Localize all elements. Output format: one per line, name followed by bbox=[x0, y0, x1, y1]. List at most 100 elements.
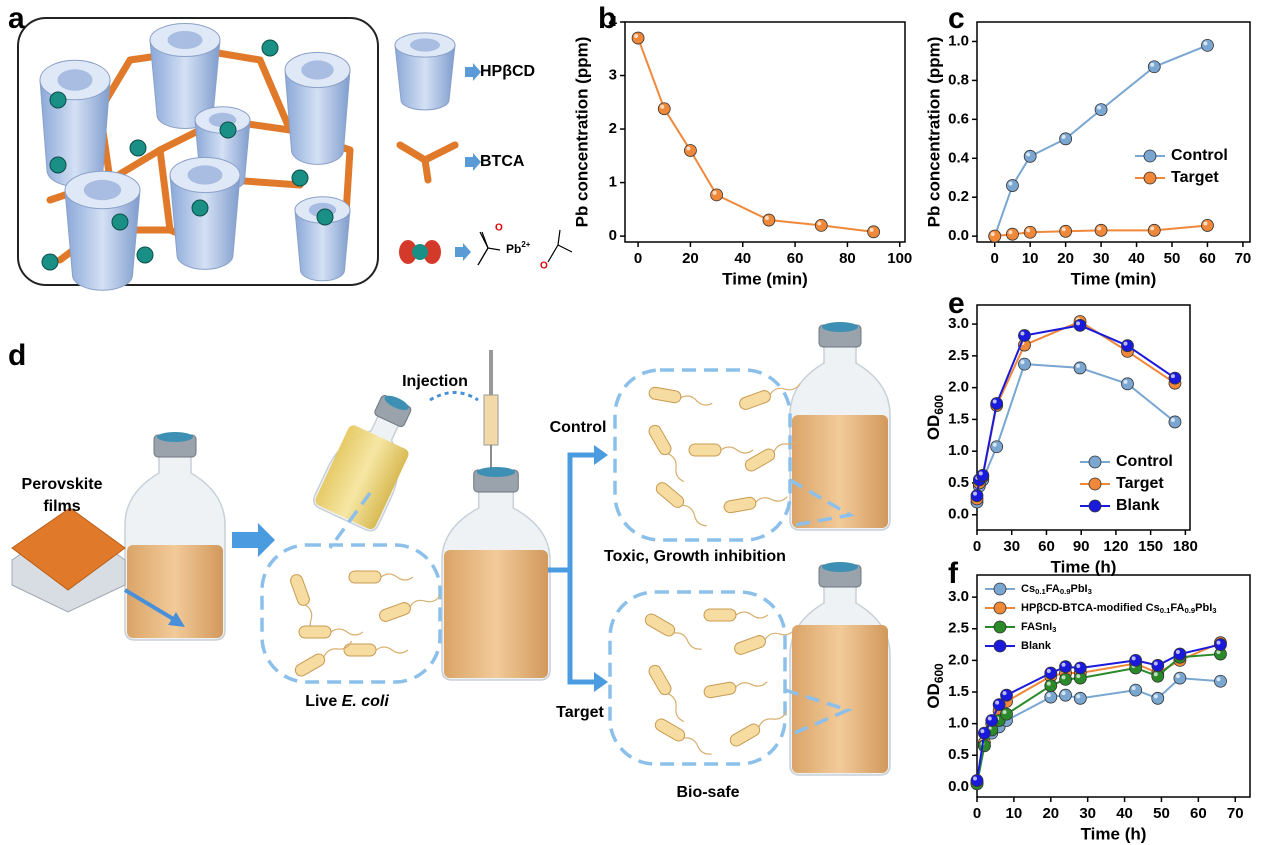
x-tick-label: 10 bbox=[1022, 250, 1039, 267]
cell bbox=[703, 608, 737, 622]
data-point bbox=[1151, 669, 1165, 683]
x-tick-label: 20 bbox=[1042, 805, 1059, 822]
flagellum bbox=[769, 383, 801, 395]
data-point bbox=[990, 397, 1004, 410]
legend-marker bbox=[1143, 149, 1157, 163]
data-point bbox=[988, 229, 1002, 243]
panel-letter: a bbox=[8, 2, 25, 35]
cyclodextrin bbox=[169, 174, 241, 270]
flagellum bbox=[673, 632, 702, 650]
legend-label-part: Blank bbox=[1021, 640, 1052, 652]
y-axis-label: OD600 bbox=[924, 394, 946, 440]
data-point bbox=[631, 31, 645, 45]
point-highlight bbox=[1097, 105, 1102, 110]
point-highlight bbox=[1203, 221, 1208, 226]
branch-arrow bbox=[548, 452, 595, 685]
carboxyl bbox=[399, 240, 417, 264]
point-highlight bbox=[1153, 672, 1158, 677]
cell bbox=[744, 448, 776, 472]
legend-label-part: FA bbox=[1046, 583, 1060, 595]
point-highlight bbox=[992, 442, 997, 447]
point-highlight bbox=[978, 471, 983, 476]
flagellum bbox=[720, 446, 754, 454]
legend-marker bbox=[1088, 499, 1102, 513]
legend-label: FASnI3 bbox=[1021, 621, 1056, 634]
flagellum bbox=[667, 453, 685, 483]
bacterium bbox=[723, 496, 788, 514]
y-tick-label: 0.4 bbox=[948, 149, 970, 166]
bacterium bbox=[734, 628, 796, 655]
point-highlight bbox=[1175, 650, 1180, 655]
cap-top bbox=[157, 432, 193, 442]
cyclodextrin-cavity bbox=[57, 69, 93, 91]
lead-ion bbox=[111, 213, 129, 231]
data-point bbox=[1059, 672, 1072, 686]
y-tick-label: 1.0 bbox=[948, 32, 969, 49]
legend-label-part: Target bbox=[1116, 475, 1164, 492]
x-tick-label: 30 bbox=[1003, 538, 1020, 555]
x-axis-label: Time (h) bbox=[1051, 557, 1117, 576]
cell bbox=[290, 574, 310, 606]
legend-label-part: Control bbox=[1116, 453, 1173, 470]
data-point bbox=[1094, 223, 1108, 237]
point-highlight bbox=[1150, 226, 1155, 231]
bacterium bbox=[729, 710, 788, 747]
x-tick-label: 50 bbox=[1153, 805, 1170, 822]
bottle bbox=[789, 562, 891, 776]
cyclodextrin-cavity bbox=[83, 179, 122, 201]
x-tick-label: 50 bbox=[1164, 250, 1181, 267]
bubble bbox=[260, 543, 442, 684]
bacterium bbox=[744, 435, 803, 472]
data-point bbox=[1073, 691, 1087, 705]
cyclodextrin-cavity bbox=[167, 31, 203, 49]
point-highlight bbox=[1131, 686, 1136, 691]
lead-symbol: Pb bbox=[506, 242, 521, 256]
panel-letter: f bbox=[948, 557, 959, 590]
point-highlight bbox=[1061, 675, 1066, 680]
plot-frame bbox=[976, 21, 1251, 243]
y-tick-label: 3 bbox=[609, 66, 617, 83]
x-tick-label: 0 bbox=[634, 250, 642, 267]
y-tick-label: 1.5 bbox=[948, 683, 969, 700]
label: Bio-safe bbox=[676, 784, 739, 801]
point-highlight bbox=[1046, 693, 1051, 698]
data-point bbox=[1044, 690, 1058, 704]
x-axis-label: Time (h) bbox=[1081, 824, 1147, 843]
data-point bbox=[1059, 132, 1073, 146]
y-axis-label: Pb concentration (ppm) bbox=[924, 37, 943, 228]
cap-top bbox=[476, 467, 516, 477]
bacterium bbox=[688, 443, 754, 457]
arrow-head bbox=[594, 672, 608, 692]
cyclodextrin bbox=[294, 209, 351, 282]
legend-label: Blank bbox=[1021, 640, 1052, 652]
label-part: Live bbox=[305, 693, 341, 710]
y-tick-label: 0.5 bbox=[948, 474, 969, 491]
bacterium bbox=[298, 625, 364, 639]
point-highlight bbox=[1061, 134, 1066, 139]
cap-top bbox=[384, 395, 409, 411]
data-point bbox=[970, 489, 984, 503]
flagellum bbox=[682, 504, 707, 527]
point-highlight bbox=[1061, 662, 1066, 667]
panel-letter: d bbox=[8, 339, 26, 372]
cell bbox=[723, 496, 757, 514]
bottle-liquid bbox=[792, 415, 888, 528]
point-highlight bbox=[1203, 41, 1208, 46]
x-tick-label: 30 bbox=[1093, 250, 1110, 267]
data-point bbox=[1018, 329, 1031, 342]
point-highlight bbox=[995, 700, 1000, 705]
legend-label-part: 3 bbox=[1052, 625, 1056, 634]
x-tick-label: 0 bbox=[991, 250, 999, 267]
x-tick-label: 60 bbox=[1199, 250, 1216, 267]
point-highlight bbox=[990, 232, 995, 237]
point-highlight bbox=[660, 104, 665, 109]
bottle bbox=[789, 322, 891, 531]
point-highlight bbox=[1175, 674, 1180, 679]
flagellum bbox=[764, 628, 796, 640]
legend-marker bbox=[993, 639, 1007, 653]
y-tick-label: 0.0 bbox=[948, 227, 969, 244]
legend-label-part: Control bbox=[1171, 147, 1228, 164]
point-highlight bbox=[1076, 663, 1081, 668]
flagellum bbox=[330, 628, 364, 636]
y-tick-label: 3.0 bbox=[948, 588, 969, 605]
